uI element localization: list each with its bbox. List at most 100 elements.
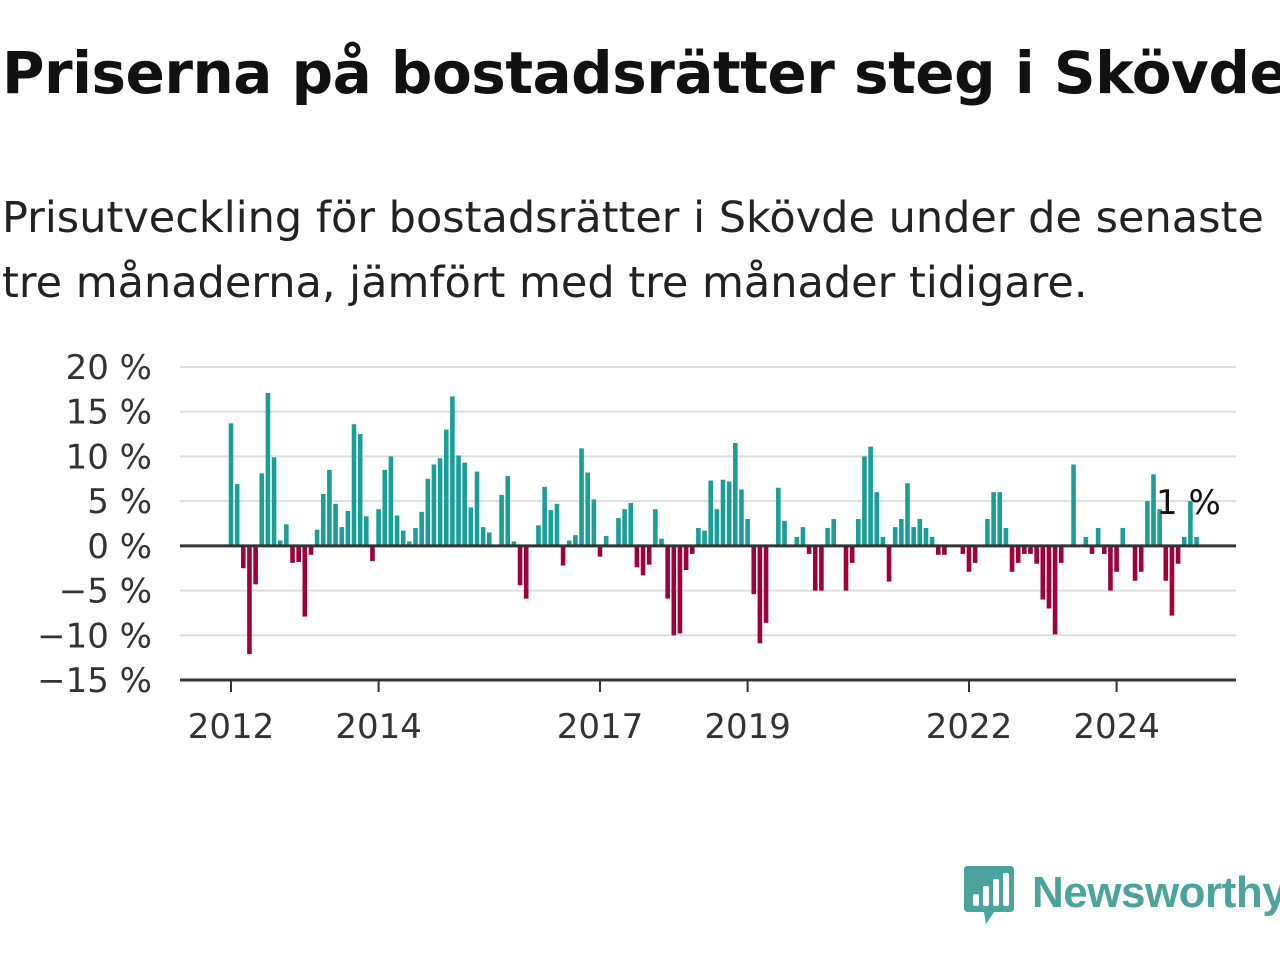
bar <box>296 545 301 562</box>
bar <box>794 536 800 546</box>
bar <box>505 476 511 546</box>
bar <box>1003 527 1009 546</box>
bar <box>923 527 929 546</box>
bar <box>985 519 990 546</box>
x-tick-label: 2019 <box>704 707 791 747</box>
bar <box>247 545 252 655</box>
bar <box>487 532 492 546</box>
bar <box>616 518 621 546</box>
bar <box>683 545 689 571</box>
bar <box>1034 545 1039 564</box>
bar <box>603 536 609 546</box>
y-tick-label: 5 % <box>87 482 152 522</box>
bar <box>1188 501 1193 546</box>
y-tick-label: −10 % <box>37 616 152 656</box>
bar <box>357 434 363 546</box>
bar <box>370 545 375 562</box>
bar <box>1169 545 1175 616</box>
bar <box>425 478 431 546</box>
y-tick-label: 15 % <box>66 393 152 433</box>
bar <box>1194 536 1199 546</box>
bar <box>523 545 529 599</box>
bar <box>228 423 234 546</box>
bar <box>407 541 412 546</box>
bar <box>566 540 572 546</box>
bar <box>1095 527 1101 546</box>
bar <box>388 456 394 546</box>
bar <box>868 446 873 546</box>
bar <box>819 545 824 591</box>
bar <box>911 527 916 546</box>
bar <box>831 519 836 546</box>
bar <box>376 509 381 546</box>
bar <box>905 483 910 546</box>
bar <box>560 545 566 566</box>
bar <box>665 545 670 599</box>
bar <box>1071 464 1076 546</box>
bar <box>763 545 769 623</box>
y-tick-label: 10 % <box>66 437 152 477</box>
bar <box>259 473 265 546</box>
bar <box>640 545 646 576</box>
bar <box>634 545 640 568</box>
bar <box>1108 545 1113 591</box>
bar <box>806 545 812 554</box>
y-tick-label: −15 % <box>37 661 152 701</box>
bar <box>450 396 455 546</box>
bar <box>314 529 320 546</box>
y-axis-labels: −15 % −10 %−5 % 0 % 5 % 10 %15 % 20 % <box>37 348 152 701</box>
bar <box>1151 474 1156 546</box>
bar <box>308 545 314 555</box>
bar <box>327 469 332 546</box>
bar <box>812 545 818 591</box>
bar <box>1132 545 1138 581</box>
bar <box>290 545 295 563</box>
y-tick-label: 0 % <box>87 527 152 567</box>
bar <box>591 499 597 546</box>
bar <box>720 479 726 546</box>
bar <box>277 540 283 546</box>
chart-subtitle: Prisutveckling för bostadsrätter i Skövd… <box>2 193 1264 308</box>
bar <box>856 519 861 546</box>
bar <box>862 456 867 546</box>
bar <box>886 545 892 582</box>
bar <box>776 487 781 546</box>
bar <box>825 527 830 546</box>
bar <box>253 545 258 585</box>
bar <box>1157 509 1162 546</box>
bar <box>739 489 744 546</box>
bar <box>241 545 246 569</box>
bar <box>646 545 652 565</box>
bar <box>991 492 996 546</box>
bar <box>751 545 757 595</box>
bar <box>653 509 658 546</box>
bar <box>782 520 787 546</box>
x-tick-label: 2022 <box>926 707 1013 747</box>
bar <box>800 527 806 546</box>
bar <box>917 519 923 546</box>
bar <box>733 443 738 546</box>
newsworthy-logo: Newsworthy <box>964 866 1280 930</box>
bar <box>517 545 523 586</box>
bar <box>671 545 677 636</box>
bar <box>400 530 406 546</box>
bar <box>1040 545 1046 600</box>
brand-name: Newsworthy <box>1032 868 1280 917</box>
bar <box>702 530 707 546</box>
bar <box>1083 536 1089 546</box>
x-tick-label: 2014 <box>335 707 422 747</box>
bar <box>1175 545 1181 564</box>
bar <box>622 509 627 546</box>
bar <box>345 510 351 546</box>
bar <box>960 545 966 554</box>
bar <box>714 509 720 546</box>
bar <box>462 462 467 546</box>
bar <box>351 424 357 546</box>
bar <box>849 545 855 563</box>
bar <box>1052 545 1058 635</box>
bar <box>499 494 504 546</box>
bar <box>437 458 443 546</box>
latest-value-label: 1 % <box>1156 483 1221 523</box>
bar <box>1015 545 1021 563</box>
